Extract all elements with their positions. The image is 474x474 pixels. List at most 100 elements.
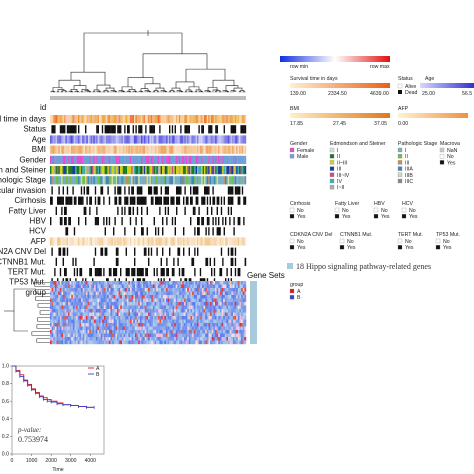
heatmap-cell	[64, 302, 67, 306]
track-cell	[94, 186, 97, 195]
track-cell	[171, 155, 174, 164]
track-cell	[73, 135, 76, 144]
track-cell	[173, 176, 175, 185]
track-cell	[201, 155, 203, 164]
heatmap-cell	[76, 337, 78, 341]
heatmap-cell	[71, 305, 74, 310]
track-cell	[149, 196, 151, 205]
heatmap-cell	[162, 326, 165, 331]
heatmap-cell	[143, 316, 145, 320]
row-dendrogram-branch	[35, 296, 50, 301]
track-cell	[108, 115, 111, 124]
heatmap-cell	[141, 309, 144, 313]
heatmap-cell	[193, 302, 196, 306]
track-cell	[212, 227, 214, 236]
heatmap-cell	[66, 309, 69, 313]
heatmap-cell	[133, 302, 136, 306]
track-cell	[128, 186, 130, 195]
heatmap-cell	[193, 323, 196, 327]
heatmap-cell	[100, 302, 103, 306]
heatmap-cell	[161, 337, 163, 341]
heatmap-cell	[193, 291, 196, 296]
heatmap-cell	[72, 330, 75, 334]
heatmap-cell	[116, 298, 119, 303]
track-cell	[89, 217, 91, 226]
track-cell	[170, 237, 172, 246]
heatmap-cell	[89, 291, 92, 296]
track-cell	[166, 196, 168, 205]
heatmap-cell	[231, 284, 234, 289]
track-cell	[156, 176, 158, 185]
heatmap-cell	[226, 291, 229, 296]
track-cell	[218, 115, 220, 124]
heatmap-cell	[66, 330, 69, 334]
heatmap-cell	[139, 281, 142, 285]
track-cell	[71, 217, 73, 226]
heatmap-cell	[205, 298, 207, 303]
heatmap-cell	[134, 291, 137, 296]
heatmap-cell	[221, 340, 224, 345]
heatmap-cell	[174, 326, 176, 331]
track-cell	[164, 247, 167, 256]
heatmap-cell	[221, 309, 224, 313]
heatmap-cell	[94, 284, 96, 289]
heatmap-cell	[69, 330, 72, 334]
track-cell	[183, 247, 185, 256]
track-cell	[178, 155, 181, 164]
track-cell	[106, 186, 108, 195]
heatmap-cell	[125, 337, 127, 341]
track-cell	[192, 257, 195, 266]
track-cell	[206, 125, 209, 134]
dendrogram-branch	[212, 89, 219, 93]
heatmap-cell	[125, 288, 127, 292]
heatmap-cell	[165, 323, 168, 327]
dendrogram-branch	[224, 90, 229, 93]
heatmap-cell	[213, 284, 216, 289]
track-cell	[75, 155, 77, 164]
track-cell	[177, 115, 179, 124]
track-cell	[222, 155, 224, 164]
heatmap-cell	[156, 333, 158, 338]
heatmap-cell	[216, 281, 219, 285]
heatmap-cell	[107, 284, 109, 289]
track-cell	[223, 186, 226, 195]
track-cell	[194, 166, 196, 175]
heatmap-cell	[214, 312, 217, 317]
heatmap-cell	[77, 319, 80, 324]
heatmap-cell	[231, 319, 234, 324]
row-color-scale	[280, 56, 390, 62]
track-cell	[103, 176, 105, 185]
heatmap-cell	[107, 309, 109, 313]
track-cell	[120, 186, 122, 195]
heatmap-cell	[198, 291, 201, 296]
stage-legend-swatch	[397, 160, 403, 165]
heatmap-cell	[154, 309, 157, 313]
heatmap-cell	[149, 305, 152, 310]
track-cell	[99, 135, 101, 144]
status-title: Status	[398, 76, 413, 82]
heatmap-cell	[165, 319, 168, 324]
heatmap-cell	[92, 302, 95, 306]
track-cell	[75, 237, 77, 246]
track-cell	[195, 268, 198, 277]
track-cell	[55, 145, 58, 154]
dendrogram-branch	[144, 90, 150, 93]
track-cell	[237, 257, 240, 266]
track-cell	[239, 145, 241, 154]
track-cell	[190, 125, 192, 134]
heatmap-cell	[213, 337, 216, 341]
heatmap-cell	[76, 305, 78, 310]
track-cell	[89, 155, 91, 164]
track-cell	[180, 115, 182, 124]
heatmap-cell	[123, 319, 126, 324]
heatmap-cell	[223, 284, 225, 289]
track-cell	[208, 206, 210, 215]
heatmap-cell	[226, 281, 229, 285]
track-cell	[167, 135, 170, 144]
track-cell	[188, 125, 191, 134]
track-cell	[171, 135, 174, 144]
track-cell	[97, 268, 100, 277]
track-cell	[174, 247, 177, 256]
track-cell	[209, 196, 212, 205]
track-cell	[222, 145, 224, 154]
